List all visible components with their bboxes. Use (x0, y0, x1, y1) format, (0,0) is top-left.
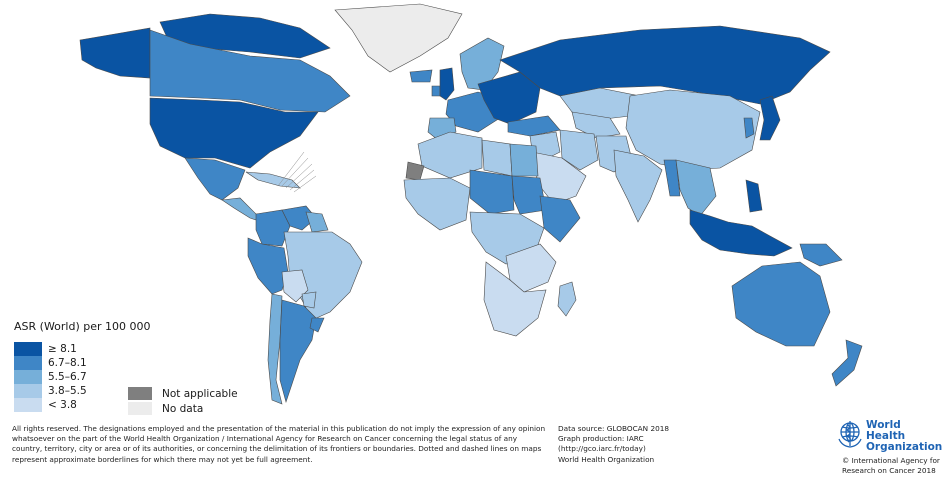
legend-swatch (14, 356, 42, 370)
country-guianas (305, 211, 329, 233)
legend-label: 6.7–8.1 (48, 357, 87, 369)
country-sahel-west-africa (403, 177, 471, 231)
country-myanmar (663, 159, 681, 197)
country-united-kingdom (439, 67, 455, 101)
disclaimer-text: All rights reserved. The designations em… (12, 424, 546, 464)
country-bolivia (281, 269, 309, 303)
country-ethiopia-somalia (539, 195, 581, 243)
logo-line: World Health (866, 419, 906, 442)
country-korea (743, 117, 755, 139)
legend-item: 5.5–6.7 (14, 370, 87, 384)
legend-item: Not applicable (128, 386, 238, 401)
legend-item: 3.8–5.5 (14, 384, 87, 398)
who-emblem-icon (838, 421, 862, 448)
legend-classes: ≥ 8.1 6.7–8.1 5.5–6.7 3.8–5.5 < 3.8 (14, 342, 87, 412)
country-alaska (79, 27, 151, 79)
country-canada (149, 29, 351, 113)
source-line: World Health Organization (558, 454, 655, 464)
country-libya (481, 139, 513, 177)
who-logo-text: World Health Organization (866, 420, 943, 453)
country-japan (759, 95, 781, 141)
callout-line (277, 151, 305, 187)
country-philippines (745, 179, 763, 213)
country-iceland (409, 69, 433, 83)
country-russia (499, 25, 831, 105)
country-paraguay (301, 291, 317, 309)
country-papua-new-guinea (799, 243, 843, 267)
country-niger-chad (469, 169, 515, 215)
legend-swatch (128, 402, 152, 415)
legend-extra: Not applicable No data (128, 386, 238, 416)
country-new-zealand (831, 339, 863, 387)
world-choropleth-map (79, 3, 863, 405)
callout-line (293, 175, 317, 193)
logo-line: Organization (866, 441, 943, 453)
legend-title: ASR (World) per 100 000 (14, 320, 151, 333)
callout-line (281, 157, 309, 187)
legend-label: ≥ 8.1 (48, 343, 77, 355)
country-mexico (184, 157, 246, 201)
country-united-states (149, 97, 319, 169)
legend-label: 3.8–5.5 (48, 385, 87, 397)
legend-label: 5.5–6.7 (48, 371, 87, 383)
legend-swatch (14, 384, 42, 398)
country-southern-africa (483, 261, 547, 337)
country-western-sahara (405, 161, 425, 181)
country-southeast-asia (675, 159, 717, 217)
source-line: Data source: GLOBOCAN 2018 (558, 424, 670, 433)
country-greenland (334, 3, 463, 73)
legend-swatch (128, 387, 152, 400)
country-malaysia-indonesia (689, 209, 793, 257)
country-turkey (507, 115, 561, 137)
country-uruguay (309, 317, 325, 333)
legend-label: No data (162, 402, 204, 415)
legend-swatch (14, 398, 42, 412)
source-line: (http://gco.iarc.fr/today) (558, 444, 646, 454)
legend-item: ≥ 8.1 (14, 342, 87, 356)
source-line: Graph production: IARC (558, 434, 644, 444)
legend-label: Not applicable (162, 387, 238, 400)
callout-line (289, 169, 315, 191)
country-madagascar (557, 281, 577, 317)
legend-swatch (14, 342, 42, 356)
data-source: Data source: GLOBOCAN 2018 Graph product… (558, 424, 708, 465)
legend-item: < 3.8 (14, 398, 87, 412)
country-iran (559, 129, 599, 171)
country-ireland (431, 85, 441, 97)
country-egypt (509, 143, 539, 177)
country-india (613, 149, 663, 223)
country-ecuador-peru (247, 237, 289, 295)
country-sudan (511, 175, 547, 215)
legend-item: 6.7–8.1 (14, 356, 87, 370)
callout-line (285, 163, 313, 189)
country-argentina (279, 299, 317, 404)
country-australia (731, 261, 831, 347)
copyright-text: © International Agency for Research on C… (842, 456, 940, 475)
country-caribbean (245, 171, 301, 189)
legend-label: < 3.8 (48, 399, 77, 411)
legend-swatch (14, 370, 42, 384)
legend-item: No data (128, 401, 238, 416)
country-mongolia-china (625, 89, 761, 171)
